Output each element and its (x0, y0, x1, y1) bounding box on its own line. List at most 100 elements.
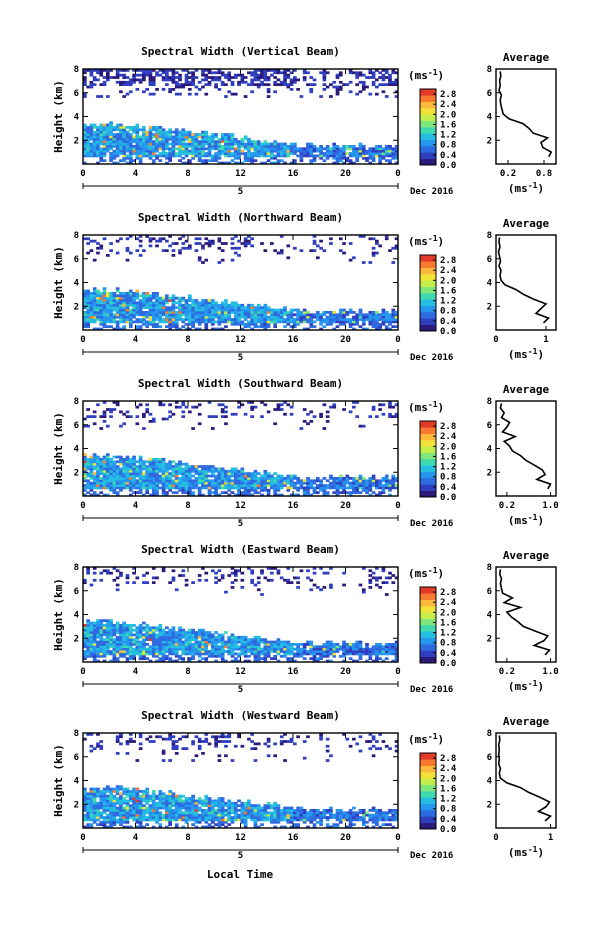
heatmap-cell (115, 306, 120, 310)
heatmap-cell (217, 635, 222, 639)
heatmap-cell (191, 657, 195, 661)
heatmap-cell (210, 135, 215, 139)
heatmap-cell (92, 643, 97, 646)
heatmap-cell (207, 654, 212, 658)
heatmap-cell (358, 643, 363, 646)
heatmap-cell (83, 123, 87, 127)
heatmap-cell (115, 474, 120, 478)
heatmap-cell (89, 749, 94, 753)
heatmap-cell (171, 313, 176, 317)
heatmap-cell (355, 156, 360, 160)
heatmap-cell (119, 477, 123, 480)
heatmap-cell (283, 142, 287, 146)
heatmap-cell (230, 654, 235, 658)
heatmap-cell (217, 320, 222, 324)
heatmap-cell (83, 147, 87, 151)
heatmap-cell (83, 465, 87, 468)
heatmap-cell (184, 643, 189, 646)
heatmap-cell (270, 477, 274, 480)
heatmap-cell (352, 71, 356, 75)
heatmap-cell (217, 152, 222, 155)
heatmap-cell (83, 790, 87, 793)
heatmap-cell (283, 311, 287, 314)
colorbar-swatch (420, 120, 436, 128)
heatmap-cell (306, 491, 310, 495)
heatmap-cell (361, 424, 366, 428)
heatmap-cell (132, 145, 136, 148)
heatmap-cell (171, 315, 176, 319)
heatmap-cell (289, 645, 294, 649)
heatmap-cell (155, 294, 159, 298)
heatmap-cell (112, 135, 117, 139)
profile-x-tick-label: 1.0 (542, 667, 558, 677)
heatmap-cell (394, 145, 399, 148)
heatmap-cell (260, 415, 264, 419)
heatmap-cell (181, 133, 186, 136)
heatmap-cell (122, 311, 127, 314)
heatmap-cell (128, 460, 133, 464)
heatmap-cell (243, 643, 248, 646)
heatmap-cell (378, 322, 382, 326)
heatmap-cell (138, 624, 143, 627)
heatmap-cell (122, 462, 127, 466)
heatmap-cell (312, 242, 317, 245)
heatmap-cell (83, 417, 87, 421)
heatmap-cell (240, 76, 245, 79)
heatmap-cell (109, 458, 113, 461)
profile-x-tick-label: 0.2 (499, 501, 515, 511)
heatmap-cell (174, 306, 179, 310)
heatmap-cell (151, 638, 156, 642)
heatmap-cell (151, 76, 156, 79)
heatmap-cell (122, 469, 127, 473)
heatmap-cell (384, 159, 389, 163)
heatmap-cell (148, 237, 153, 241)
heatmap-cell (86, 801, 90, 805)
heatmap-cell (309, 647, 314, 651)
heatmap-cell (348, 318, 353, 321)
heatmap-cell (322, 643, 327, 646)
heatmap-cell (283, 647, 287, 651)
heatmap-cell (168, 76, 172, 79)
heatmap-cell (338, 315, 343, 319)
heatmap-cell (270, 73, 274, 77)
heatmap-cell (381, 152, 386, 155)
heatmap-cell (188, 133, 192, 136)
heatmap-cell (92, 472, 97, 476)
heatmap-cell (197, 88, 202, 91)
heatmap-cell (102, 469, 107, 473)
heatmap-cell (306, 640, 310, 644)
heatmap-cell (214, 576, 218, 580)
heatmap-cell (171, 306, 176, 310)
heatmap-cell (184, 78, 189, 82)
heatmap-cell (89, 787, 94, 791)
heatmap-cell (273, 479, 277, 483)
heatmap-cell (197, 145, 202, 148)
heatmap-cell (151, 306, 156, 310)
heatmap-cell (92, 787, 97, 791)
heatmap-cell (158, 311, 163, 314)
heatmap-cell (391, 474, 396, 478)
colorbar-swatch (420, 108, 436, 115)
heatmap-cell (315, 486, 320, 490)
heatmap-cell (266, 311, 271, 314)
heatmap-cell (158, 308, 163, 312)
heatmap-cell (188, 484, 192, 487)
heatmap-cell (184, 149, 189, 153)
heatmap-cell (201, 643, 205, 646)
heatmap-cell (105, 296, 110, 300)
heatmap-cell (256, 325, 261, 329)
heatmap-cell (220, 313, 225, 317)
heatmap-cell (256, 645, 261, 649)
heatmap-cell (345, 643, 350, 646)
heatmap-cell (168, 479, 172, 483)
heatmap-cell (250, 73, 255, 77)
heatmap-cell (135, 474, 140, 478)
heatmap-cell (122, 638, 127, 642)
heatmap-cell (329, 484, 333, 487)
heatmap-cell (283, 318, 287, 321)
heatmap-cell (315, 477, 320, 480)
heatmap-cell (132, 567, 136, 570)
heatmap-cell (279, 493, 284, 497)
heatmap-cell (181, 403, 186, 407)
